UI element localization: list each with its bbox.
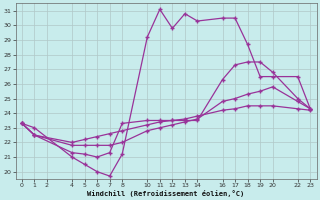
X-axis label: Windchill (Refroidissement éolien,°C): Windchill (Refroidissement éolien,°C) [87,190,245,197]
